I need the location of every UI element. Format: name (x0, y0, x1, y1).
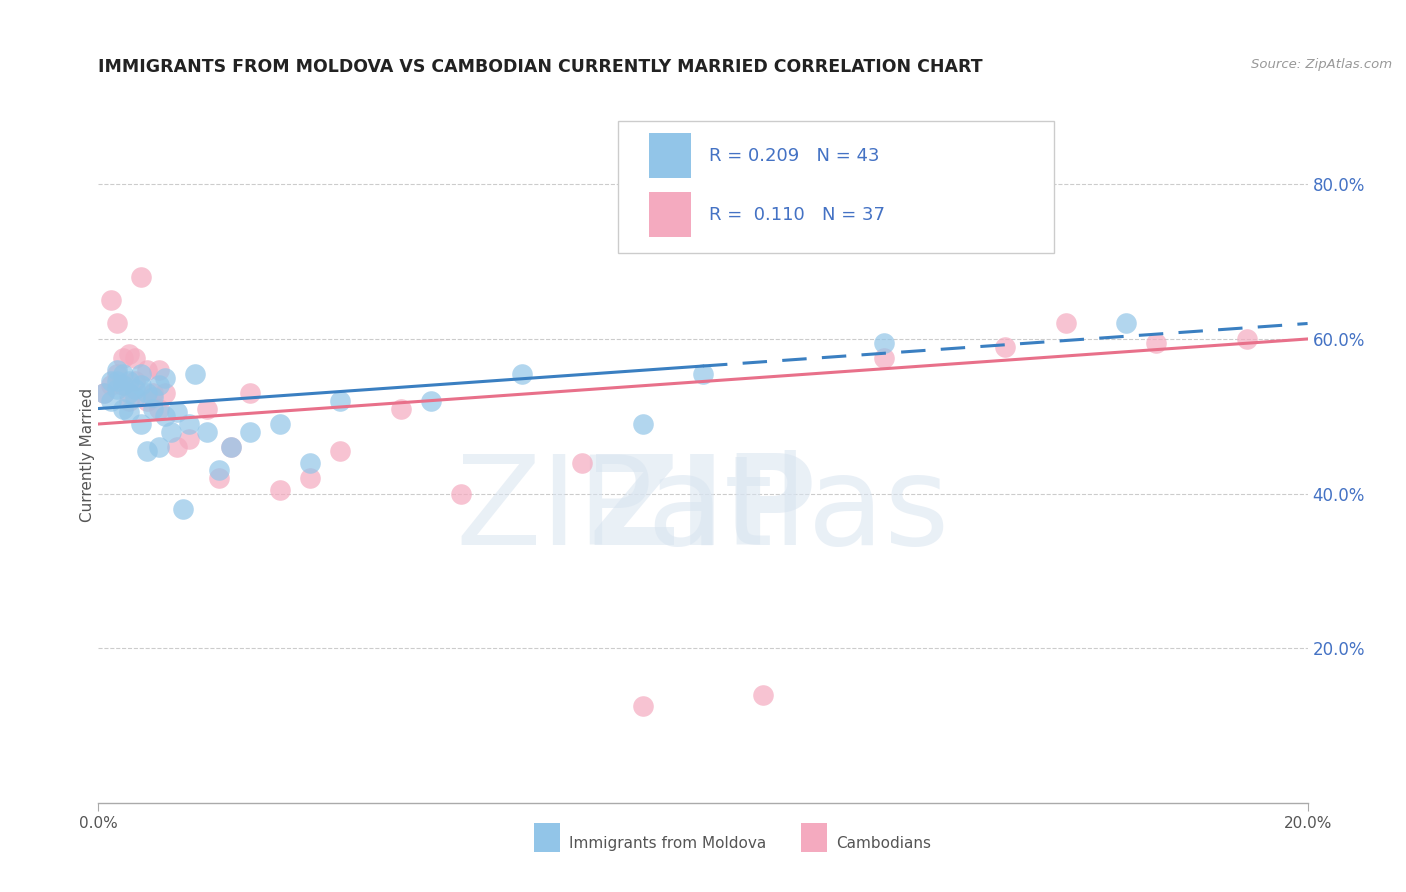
Point (179, 417, 201, 431)
Point (1115, 317, 1137, 331)
Point (179, 433, 201, 447)
Point (111, 378, 134, 392)
Point (129, 378, 152, 392)
Point (129, 367, 152, 381)
Text: ZIPatlas: ZIPatlas (456, 450, 950, 571)
Point (450, 486, 472, 500)
Point (118, 347, 141, 361)
Point (148, 401, 170, 416)
Point (571, 456, 593, 470)
Text: Cambodians: Cambodians (837, 837, 932, 851)
Point (93, 386, 115, 401)
Point (135, 386, 157, 401)
Y-axis label: Currently Married: Currently Married (80, 388, 94, 522)
Point (389, 401, 412, 416)
Point (142, 401, 165, 416)
Point (166, 405, 188, 419)
Text: Immigrants from Moldova: Immigrants from Moldova (569, 837, 766, 851)
Point (153, 370, 176, 384)
Point (329, 393, 352, 408)
Text: R = 0.209   N = 43: R = 0.209 N = 43 (709, 147, 880, 165)
Point (153, 409, 176, 424)
Point (129, 270, 152, 285)
Point (420, 393, 443, 408)
Point (510, 367, 533, 381)
Point (631, 699, 654, 714)
Point (172, 502, 194, 516)
Point (195, 401, 218, 416)
Point (135, 444, 157, 458)
Point (221, 440, 243, 454)
Point (124, 382, 146, 396)
Point (100, 393, 122, 408)
Point (631, 417, 654, 431)
Bar (648, 193, 690, 237)
Point (269, 483, 291, 497)
Point (752, 688, 775, 702)
FancyBboxPatch shape (619, 121, 1053, 253)
Text: ZIP: ZIP (589, 450, 817, 571)
Point (148, 440, 170, 454)
Point (239, 425, 262, 439)
Point (93, 386, 115, 401)
Point (142, 386, 165, 401)
Point (111, 378, 134, 392)
Point (118, 386, 141, 401)
Point (153, 386, 176, 401)
Point (692, 367, 714, 381)
Point (148, 363, 170, 377)
Point (1144, 335, 1167, 350)
Point (100, 378, 122, 392)
Text: IMMIGRANTS FROM MOLDOVA VS CAMBODIAN CURRENTLY MARRIED CORRELATION CHART: IMMIGRANTS FROM MOLDOVA VS CAMBODIAN CUR… (98, 58, 983, 76)
Point (221, 440, 243, 454)
Point (135, 393, 157, 408)
Point (873, 335, 896, 350)
Point (299, 471, 322, 485)
Point (100, 375, 122, 389)
Point (135, 363, 157, 377)
Point (142, 390, 165, 404)
Point (148, 378, 170, 392)
Text: R =  0.110   N = 37: R = 0.110 N = 37 (709, 206, 884, 224)
Point (111, 367, 134, 381)
Point (105, 382, 128, 396)
Point (118, 393, 141, 408)
Bar (648, 133, 690, 178)
Point (166, 440, 188, 454)
Point (1054, 317, 1077, 331)
Point (124, 375, 146, 389)
Point (269, 417, 291, 431)
Point (160, 425, 183, 439)
Point (1236, 332, 1258, 346)
Point (239, 386, 262, 401)
Point (105, 367, 128, 381)
Point (111, 351, 134, 366)
Point (124, 351, 146, 366)
Point (124, 390, 146, 404)
Point (184, 367, 207, 381)
Point (329, 444, 352, 458)
Point (105, 363, 128, 377)
Point (100, 293, 122, 308)
Point (129, 417, 152, 431)
Point (118, 405, 141, 419)
Point (195, 425, 218, 439)
Point (105, 317, 128, 331)
Point (994, 340, 1017, 354)
Point (105, 375, 128, 389)
Point (118, 375, 141, 389)
Point (208, 471, 231, 485)
Point (873, 351, 896, 366)
Point (111, 401, 134, 416)
Text: Source: ZipAtlas.com: Source: ZipAtlas.com (1251, 58, 1392, 71)
Point (299, 456, 322, 470)
Point (208, 463, 231, 477)
